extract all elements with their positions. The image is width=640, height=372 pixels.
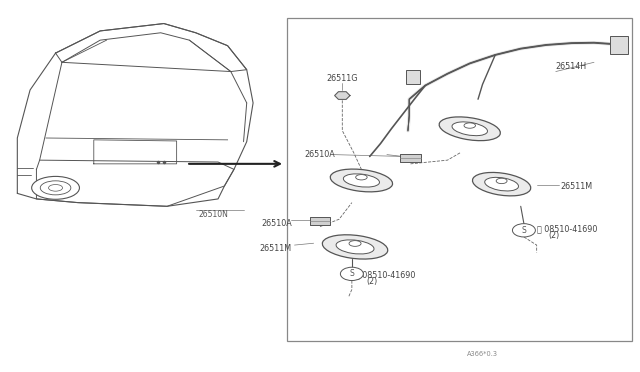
Text: 26511M: 26511M: [260, 244, 292, 253]
Ellipse shape: [40, 181, 71, 195]
Text: 26514H: 26514H: [556, 61, 587, 71]
Text: S: S: [522, 226, 526, 235]
Ellipse shape: [484, 177, 518, 191]
Text: 26510A: 26510A: [305, 150, 335, 159]
Polygon shape: [335, 92, 350, 99]
Bar: [287, 18, 632, 341]
Text: 26510A: 26510A: [261, 219, 292, 228]
Text: A366*0.3: A366*0.3: [467, 351, 497, 357]
Ellipse shape: [452, 122, 488, 136]
Ellipse shape: [343, 174, 380, 187]
Ellipse shape: [464, 123, 476, 128]
Ellipse shape: [356, 174, 367, 180]
Ellipse shape: [496, 178, 507, 184]
Bar: [310, 217, 330, 225]
Circle shape: [513, 224, 536, 237]
Text: 26510N: 26510N: [199, 210, 229, 219]
Ellipse shape: [439, 117, 500, 141]
Ellipse shape: [323, 235, 388, 259]
Text: Ⓢ 08510-41690: Ⓢ 08510-41690: [355, 270, 415, 279]
Circle shape: [340, 267, 364, 280]
Text: 26511G: 26511G: [326, 74, 358, 83]
Bar: [610, 36, 628, 54]
Ellipse shape: [49, 185, 63, 191]
Text: (2): (2): [367, 277, 378, 286]
Text: (2): (2): [548, 231, 559, 240]
Bar: [406, 70, 420, 84]
Ellipse shape: [330, 169, 392, 192]
Ellipse shape: [31, 176, 79, 199]
Bar: [400, 154, 420, 162]
Text: Ⓢ 08510-41690: Ⓢ 08510-41690: [537, 224, 597, 233]
Text: S: S: [349, 269, 354, 278]
Ellipse shape: [472, 173, 531, 196]
Ellipse shape: [336, 240, 374, 254]
Ellipse shape: [349, 241, 361, 246]
Text: 26511M: 26511M: [560, 182, 593, 190]
